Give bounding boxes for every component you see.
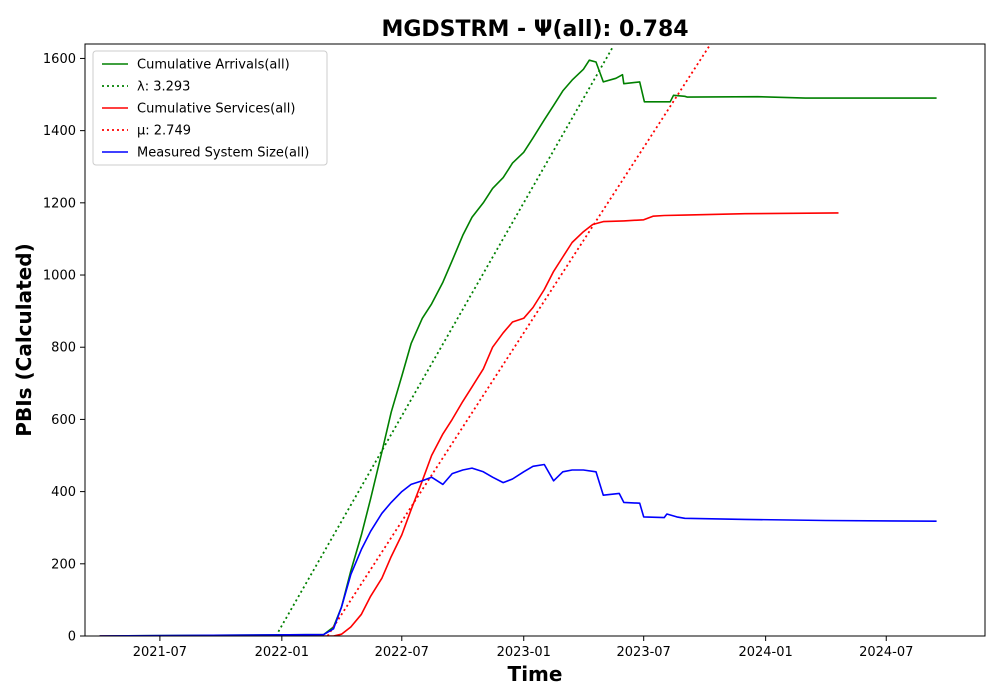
legend-label: Cumulative Arrivals(all) bbox=[137, 58, 290, 73]
y-tick-label: 1000 bbox=[43, 269, 76, 284]
series-layer bbox=[99, 44, 937, 636]
chart-title: MGDSTRM - Ψ(all): 0.784 bbox=[381, 17, 688, 42]
x-tick-label: 2024-07 bbox=[859, 645, 913, 660]
y-tick-label: 0 bbox=[68, 630, 76, 645]
y-tick-label: 1600 bbox=[43, 52, 76, 67]
legend-box bbox=[92, 50, 328, 166]
y-tick-label: 1400 bbox=[43, 124, 76, 139]
plot-frame bbox=[84, 43, 986, 637]
x-tick-label: 2023-01 bbox=[497, 645, 551, 660]
series-line-4 bbox=[326, 44, 712, 636]
y-tick-label: 800 bbox=[51, 341, 76, 356]
series-line-5 bbox=[99, 463, 937, 636]
legend-label: λ: 3.293 bbox=[137, 80, 190, 95]
y-tick-label: 1200 bbox=[43, 196, 76, 211]
x-tick-label: 2021-07 bbox=[133, 645, 187, 660]
y-tick-label: 600 bbox=[51, 413, 76, 428]
x-tick-label: 2022-01 bbox=[255, 645, 309, 660]
legend-label: Cumulative Services(all) bbox=[137, 102, 295, 117]
legend-label: μ: 2.749 bbox=[137, 124, 191, 139]
series-line-3 bbox=[99, 212, 839, 636]
x-axis-ticks: 2021-07 2022-01 2022-07 2023-01 2023-07 2024-… bbox=[133, 636, 913, 660]
x-tick-label: 2024-01 bbox=[738, 645, 792, 660]
y-axis-ticks: 0 200 400 600 800 1000 1200 1400 1600 bbox=[43, 52, 85, 645]
legend: Cumulative Arrivals(all) λ: 3.293 Cumulati… bbox=[92, 50, 328, 166]
x-axis-label: Time bbox=[508, 662, 563, 686]
legend-label: Measured System Size(all) bbox=[137, 146, 309, 161]
y-axis-label: PBIs (Calculated) bbox=[12, 243, 36, 436]
series-line-1 bbox=[99, 59, 937, 636]
x-tick-label: 2023-07 bbox=[617, 645, 671, 660]
y-tick-label: 200 bbox=[51, 557, 76, 572]
x-tick-label: 2022-07 bbox=[375, 645, 429, 660]
y-tick-label: 400 bbox=[51, 485, 76, 500]
